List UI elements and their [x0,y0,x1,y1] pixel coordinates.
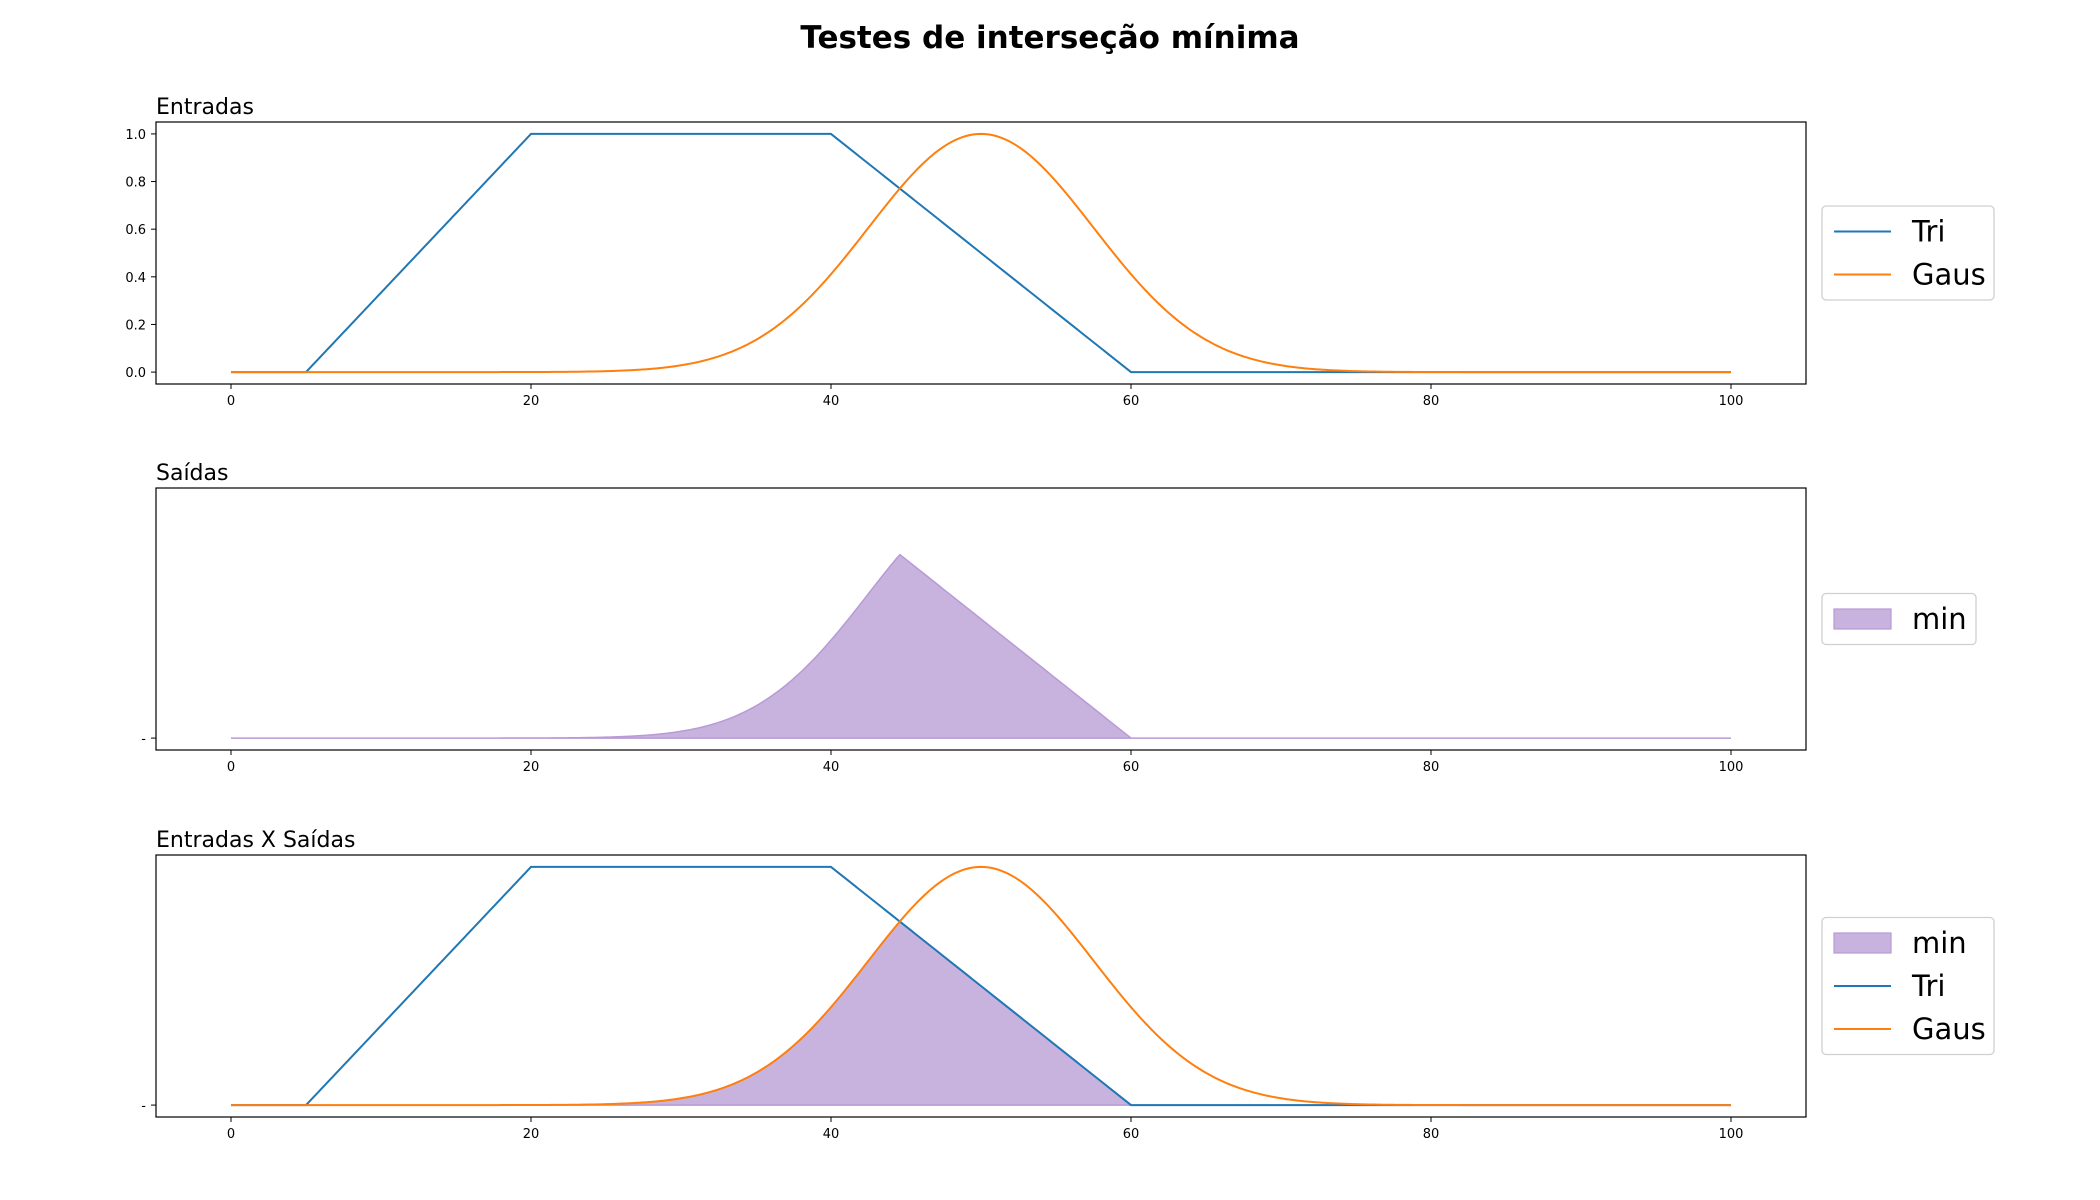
legend-label-tri: Tri [1911,215,1945,249]
legend: min [1821,592,1977,646]
legend-label-tri: Tri [1911,969,1945,1003]
series-gaus-line [231,132,1731,374]
subplot-title: Entradas X Saídas [156,828,355,853]
subplot-title: Entradas [156,95,254,120]
x-tick-label: 100 [1719,760,1744,775]
x-tick-label: 0 [227,1127,235,1142]
legend: min Tri Gaus [1821,916,1995,1056]
legend-box [1821,592,1977,646]
x-tick-label: 0 [227,760,235,775]
axes-frame [155,487,1807,751]
x-tick-label: 20 [523,394,540,409]
axes-frame [155,854,1807,1118]
x-tick-label: 20 [523,760,540,775]
x-tick-label: 40 [823,394,840,409]
y-tick-label: 0.6 [125,223,146,238]
legend-swatch-min [1833,608,1892,630]
x-tick-label: 80 [1423,760,1440,775]
x-tick-label: 20 [523,1127,540,1142]
series-gaus-line [231,865,1731,1107]
legend-label-min: min [1912,926,1967,960]
legend: Tri Gaus [1821,205,1995,301]
x-tick-label: 40 [823,760,840,775]
series-min-area [231,553,1731,739]
x-tick-label: 0 [227,394,235,409]
subplot-3: Entradas X Saídas 0 20 40 60 80 100 - min Tri Gaus [141,828,1995,1142]
legend-box [1821,205,1995,301]
y-tick-label: - [141,732,146,747]
x-tick-label: 60 [1123,394,1140,409]
x-tick-label: 80 [1423,1127,1440,1142]
x-tick-label: 40 [823,1127,840,1142]
y-tick-label: 0.4 [125,271,146,286]
y-tick-label: 0.0 [125,366,146,381]
x-tick-label: 80 [1423,394,1440,409]
legend-label-gaus: Gaus [1912,258,1986,292]
legend-label-min: min [1912,602,1967,636]
legend-label-gaus: Gaus [1912,1012,1986,1046]
y-tick-label: 0.8 [125,176,146,191]
subplots: Entradas 0 20 40 60 80 100 0.0 0.2 0.4 0.6 0.8 1.0 Tr… [125,95,1995,1142]
legend-swatch-min [1833,932,1892,954]
subplot-1: Entradas 0 20 40 60 80 100 0.0 0.2 0.4 0.6 0.8 1.0 Tr… [125,95,1995,409]
y-tick-label: - [141,1099,146,1114]
figure-title: Testes de interseção mínima [800,20,1299,56]
x-tick-label: 100 [1719,1127,1744,1142]
subplot-title: Saídas [156,461,228,486]
x-tick-label: 60 [1123,1127,1140,1142]
y-tick-label: 0.2 [125,318,146,333]
x-tick-label: 100 [1719,394,1744,409]
y-tick-label: 1.0 [125,128,146,143]
x-tick-label: 60 [1123,760,1140,775]
subplot-2: Saídas 0 20 40 60 80 100 - min [141,461,1977,775]
axes-frame [155,121,1807,385]
